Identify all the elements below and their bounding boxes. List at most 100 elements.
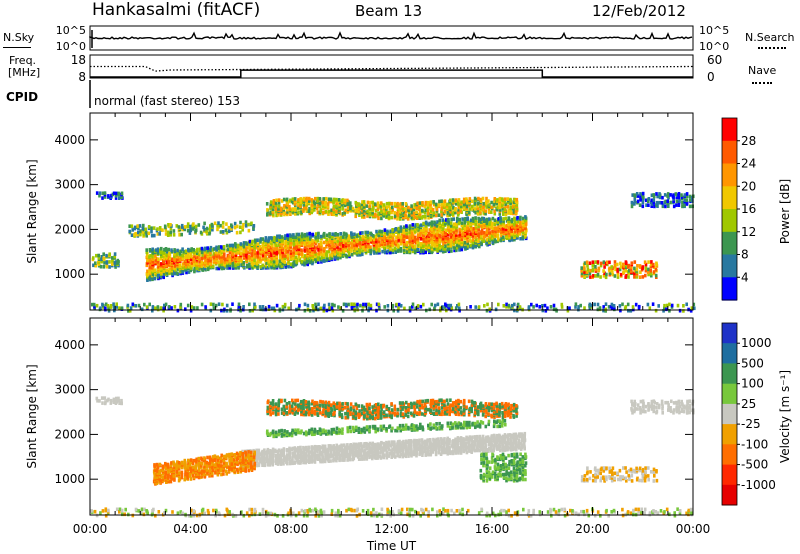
power-data-cell — [490, 210, 493, 214]
power-data-cell — [355, 237, 359, 241]
power-data-cell — [256, 253, 259, 258]
power-data-cell — [440, 213, 444, 217]
power-data-cell — [408, 239, 412, 243]
power-data-cell — [372, 234, 375, 238]
power-data-cell — [508, 229, 512, 234]
power-data-cell — [275, 198, 278, 203]
power-data-cell — [275, 243, 278, 248]
power-data-cell — [477, 239, 480, 244]
power-colorbar-label: 24 — [741, 157, 756, 171]
power-data-cell — [359, 231, 362, 235]
power-data-cell — [361, 305, 365, 309]
power-data-cell — [419, 304, 423, 309]
power-data-cell — [288, 211, 292, 215]
power-data-cell — [328, 243, 331, 247]
power-data-cell — [277, 198, 281, 202]
power-data-cell — [162, 259, 165, 263]
power-data-cell — [465, 197, 468, 201]
velocity-data-cell — [405, 439, 408, 444]
power-data-cell — [187, 270, 191, 274]
power-data-cell — [300, 248, 303, 252]
power-data-cell — [248, 262, 251, 266]
power-data-cell — [468, 235, 472, 239]
power-data-cell — [357, 209, 360, 214]
power-data-cell — [347, 205, 350, 209]
power-data-cell — [323, 246, 326, 251]
power-data-cell — [286, 253, 290, 258]
power-data-cell — [382, 203, 386, 207]
velocity-data-cell — [257, 451, 261, 455]
power-data-cell — [506, 205, 510, 209]
power-data-cell — [446, 236, 450, 241]
power-data-cell — [145, 250, 149, 255]
power-data-cell — [316, 238, 320, 243]
power-data-cell — [421, 201, 424, 205]
power-data-cell — [107, 194, 110, 198]
power-data-cell — [94, 263, 97, 268]
velocity-data-cell — [413, 449, 416, 453]
power-data-cell — [350, 252, 354, 257]
power-data-cell — [455, 238, 459, 242]
power-data-cell — [164, 302, 168, 307]
power-data-cell — [163, 224, 167, 229]
power-data-cell — [436, 302, 440, 307]
power-data-cell — [297, 250, 301, 254]
velocity-data-cell — [291, 446, 294, 451]
power-data-cell — [683, 193, 687, 197]
power-data-cell — [649, 265, 653, 269]
power-data-cell — [592, 274, 595, 278]
velocity-data-cell — [352, 442, 355, 447]
power-data-cell — [681, 195, 684, 200]
power-data-cell — [482, 201, 485, 206]
power-data-cell — [350, 305, 354, 309]
power-data-cell — [247, 228, 251, 233]
velocity-data-cell — [263, 455, 266, 460]
power-data-cell — [228, 251, 232, 255]
power-data-cell — [394, 250, 397, 254]
power-data-cell — [425, 241, 428, 246]
power-data-cell — [267, 247, 270, 251]
power-data-cell — [363, 211, 367, 215]
power-data-cell — [231, 251, 234, 255]
power-data-cell — [499, 208, 502, 212]
power-data-cell — [381, 249, 384, 254]
power-data-cell — [343, 211, 346, 215]
velocity-data-cell — [448, 437, 451, 442]
power-data-cell — [313, 249, 317, 254]
velocity-data-cell — [335, 443, 338, 448]
power-data-cell — [218, 262, 221, 267]
power-data-cell — [439, 306, 443, 311]
power-data-cell — [314, 259, 318, 264]
power-data-cell — [358, 241, 362, 246]
power-data-cell — [189, 224, 192, 229]
power-data-cell — [277, 201, 281, 205]
power-data-cell — [212, 247, 216, 251]
velocity-data-cell — [294, 460, 297, 464]
power-ytick-label: 3000 — [54, 178, 85, 192]
power-data-cell — [427, 216, 430, 220]
power-data-cell — [128, 224, 131, 228]
power-data-cell — [507, 208, 510, 213]
power-data-cell — [319, 208, 322, 212]
power-data-cell — [311, 239, 314, 243]
power-data-cell — [591, 260, 595, 264]
power-data-cell — [241, 228, 244, 232]
power-data-cell — [613, 260, 617, 264]
power-data-cell — [165, 263, 168, 267]
power-data-cell — [422, 302, 425, 307]
power-data-cell — [389, 250, 392, 255]
power-data-cell — [220, 252, 223, 257]
power-data-cell — [240, 262, 243, 266]
power-data-cell — [226, 247, 230, 252]
power-data-cell — [430, 220, 434, 224]
power-data-cell — [366, 200, 370, 205]
power-data-cell — [264, 236, 268, 240]
velocity-data-cell — [319, 449, 322, 454]
power-data-cell — [606, 260, 609, 265]
power-data-cells — [91, 191, 696, 313]
power-data-cell — [144, 230, 148, 234]
power-data-cell — [230, 223, 233, 227]
power-data-cell — [609, 304, 613, 309]
power-data-cell — [328, 306, 331, 310]
power-data-cell — [223, 307, 226, 312]
